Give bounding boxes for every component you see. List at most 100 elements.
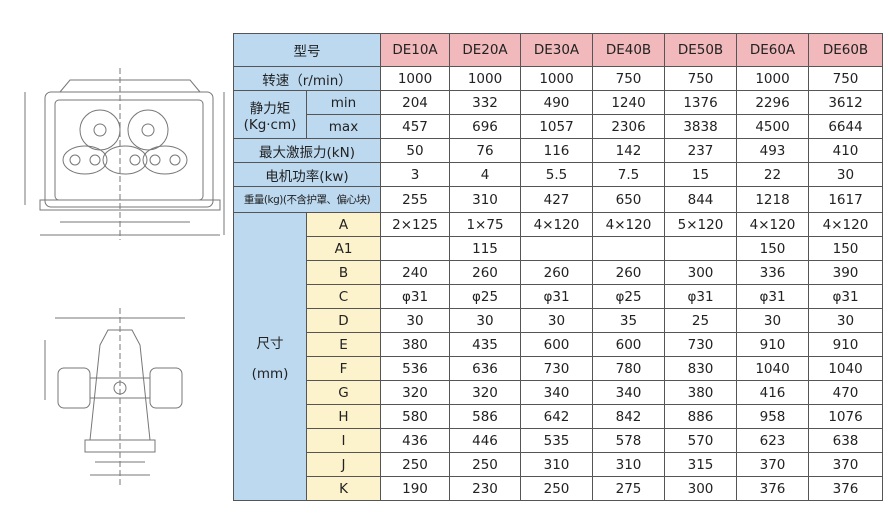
cell: 4 [449,162,521,187]
cell: 260 [449,260,521,285]
cell: 30 [520,308,593,333]
cell: 340 [592,380,665,405]
model-name: DE60B [808,33,883,67]
cell: 580 [380,404,450,429]
dimension-row: A1 115 150 150 [234,236,883,261]
header-label: 型号 [233,33,381,67]
header-row: 型号 DE10A DE20A DE30A DE40B DE50B DE60A DE60B [233,33,883,67]
cell: 1000 [449,66,521,91]
cell: 1076 [808,404,883,429]
spec-row: 最大激振力(kN) 50 76 116 142 237 493 410 [233,138,883,163]
dimension-letter: I [306,428,381,453]
cell: 310 [592,452,665,477]
cell: 435 [449,332,521,357]
cell [664,236,737,261]
cell: 380 [664,380,737,405]
dimension-row: B 240 260 260 260 300 336 390 [234,260,883,285]
cell: 7.5 [592,162,665,187]
cell: 696 [449,114,521,139]
cell: 750 [808,66,883,91]
cell: 260 [520,260,593,285]
cell: φ31 [808,284,883,309]
cell: 4500 [736,114,809,139]
cell: 115 [449,236,521,261]
cell: 320 [449,380,521,405]
dimension-letter: E [306,332,381,357]
dimension-row: E 380 435 600 600 730 910 910 [234,332,883,357]
dimension-letter: G [306,380,381,405]
cell: 250 [380,452,450,477]
cell: 150 [808,236,883,261]
dimension-row: D 30 30 30 35 25 30 30 [234,308,883,333]
cell: 22 [736,162,809,187]
cell: 410 [808,138,883,163]
cell: 315 [664,452,737,477]
cell: φ31 [520,284,593,309]
cell: 636 [449,356,521,381]
model-name: DE20A [449,33,521,67]
cell: 30 [808,308,883,333]
cell: φ25 [449,284,521,309]
spec-row: 重量(kg)(不含护罩、偏心块) 255 310 427 650 844 1218 1617 [233,186,883,213]
label-unit: (Kg·cm) [243,116,297,133]
cell: 4×120 [520,212,593,237]
side-view [44,308,185,485]
cell: 1×75 [449,212,521,237]
model-name: DE40B [592,33,665,67]
cell: 910 [736,332,809,357]
dimension-letter: C [306,284,381,309]
cell: 4×120 [736,212,809,237]
spec-row: 转速（r/min） 1000 1000 1000 750 750 1000 750 [233,66,883,91]
cell: 4×120 [592,212,665,237]
cell: 190 [380,476,450,501]
cell: 255 [380,186,450,213]
dimension-row: H 580 586 642 842 886 958 1076 [234,404,883,429]
cell: 300 [664,476,737,501]
cell: 416 [736,380,809,405]
cell: 116 [520,138,593,163]
cell: 230 [449,476,521,501]
dimension-letter: A [306,212,381,237]
row-label: 最大激振力(kN) [233,138,381,163]
cell: 310 [520,452,593,477]
cell: 470 [808,380,883,405]
dimension-letter: K [306,476,381,501]
cell: 30 [736,308,809,333]
cell [520,236,593,261]
cell: 910 [808,332,883,357]
cell: 340 [520,380,593,405]
cell: 535 [520,428,593,453]
cell: 1218 [736,186,809,213]
dimension-row: K 190 230 250 275 300 376 376 [234,476,883,501]
cell: 1000 [520,66,593,91]
cell: 1240 [592,90,665,115]
cell: 50 [380,138,450,163]
cell: 750 [592,66,665,91]
cell: 30 [808,162,883,187]
dimension-row: I 436 446 535 578 570 623 638 [234,428,883,453]
cell: 6644 [808,114,883,139]
cell: 1617 [808,186,883,213]
cell: 250 [520,476,593,501]
dimension-row: 尺寸 (mm) A 2×125 1×75 4×120 4×120 5×120 4×120 4×12… [233,212,883,501]
cell: 650 [592,186,665,213]
row-label: 静力矩 (Kg·cm) [233,90,307,139]
front-view [24,68,225,240]
label-unit: (mm) [251,365,289,382]
technical-drawings [24,68,225,485]
model-name: DE10A [380,33,450,67]
cell: 1057 [520,114,593,139]
cell: 370 [736,452,809,477]
cell: 3838 [664,114,737,139]
row-label: 重量(kg)(不含护罩、偏心块) [233,186,381,213]
cell [380,236,450,261]
model-name: DE50B [664,33,737,67]
cell: 1040 [736,356,809,381]
model-name: DE30A [520,33,593,67]
cell: 730 [520,356,593,381]
cell: 320 [380,380,450,405]
cell: 842 [592,404,665,429]
cell: 150 [736,236,809,261]
cell: 275 [592,476,665,501]
cell: 493 [736,138,809,163]
